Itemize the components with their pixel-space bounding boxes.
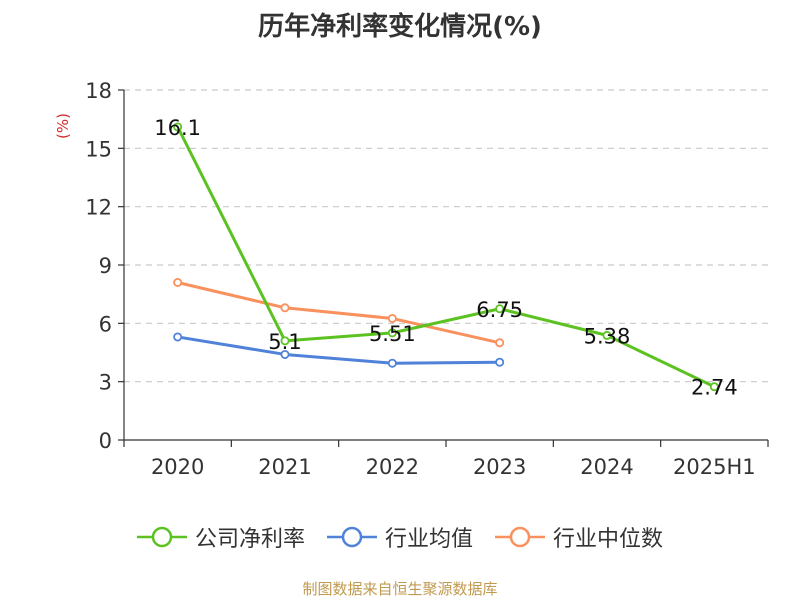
x-tick-label: 2023 <box>473 455 526 479</box>
y-tick-label: 9 <box>99 254 112 278</box>
axes: 0 3 6 9 12 15 18 2020 2021 2022 2023 2024 2025H1 <box>85 79 769 479</box>
data-point <box>173 277 183 287</box>
data-point <box>602 330 612 340</box>
data-point <box>387 328 397 338</box>
legend-swatch-circle <box>509 526 531 548</box>
legend-swatch-circle <box>341 526 363 548</box>
x-tick-label: 2020 <box>151 455 204 479</box>
y-tick-label: 0 <box>99 429 112 453</box>
data-point <box>280 336 290 346</box>
legend-item-2[interactable]: 行业中位数 <box>495 521 663 553</box>
data-point <box>387 313 397 323</box>
data-label: 2.74 <box>691 376 738 400</box>
legend-item-1[interactable]: 行业均值 <box>326 521 473 553</box>
data-label: 5.1 <box>268 330 301 354</box>
y-tick-label: 12 <box>85 196 112 220</box>
data-point <box>495 357 505 367</box>
legend-swatch-icon <box>326 526 377 548</box>
series-line-2 <box>177 281 500 345</box>
series-line-1 <box>177 335 500 365</box>
legend-label: 公司净利率 <box>194 527 305 552</box>
y-tick-label: 18 <box>85 79 112 103</box>
data-point <box>173 122 183 132</box>
series-line-0 <box>176 126 715 389</box>
data-point <box>387 358 397 368</box>
series-lines <box>173 122 719 392</box>
data-label: 5.51 <box>369 322 416 346</box>
y-tick-label: 3 <box>99 371 112 395</box>
data-point <box>709 382 719 392</box>
data-point <box>495 338 505 348</box>
chart-title: 历年净利率变化情况(%) <box>258 12 542 42</box>
legend: 公司净利率 行业均值 行业中位数 <box>0 520 800 554</box>
x-tick-label: 2022 <box>366 455 419 479</box>
legend-label: 行业均值 <box>384 527 473 552</box>
y-tick-label: 6 <box>99 312 112 336</box>
x-tick-label: 2021 <box>258 455 311 479</box>
data-labels: 16.1 5.1 5.51 6.75 5.38 2.74 <box>154 116 737 400</box>
data-point <box>173 332 183 342</box>
data-label: 5.38 <box>584 324 631 348</box>
legend-swatch-icon <box>136 526 187 548</box>
legend-item-0[interactable]: 公司净利率 <box>136 521 305 553</box>
legend-label: 行业中位数 <box>553 527 664 552</box>
source-note: 制图数据来自恒生聚源数据库 <box>302 580 498 598</box>
y-tick-label: 15 <box>85 137 112 161</box>
data-label: 6.75 <box>476 298 523 322</box>
y-axis-label: (%) <box>54 113 72 139</box>
data-label: 16.1 <box>154 116 201 140</box>
grid-lines <box>124 89 768 383</box>
legend-swatch-circle <box>151 526 173 548</box>
data-point <box>280 349 290 359</box>
data-point <box>280 303 290 313</box>
legend-swatch-icon <box>495 526 545 548</box>
data-point <box>495 304 505 314</box>
x-tick-label: 2025H1 <box>673 455 756 479</box>
x-tick-label: 2024 <box>580 455 633 479</box>
